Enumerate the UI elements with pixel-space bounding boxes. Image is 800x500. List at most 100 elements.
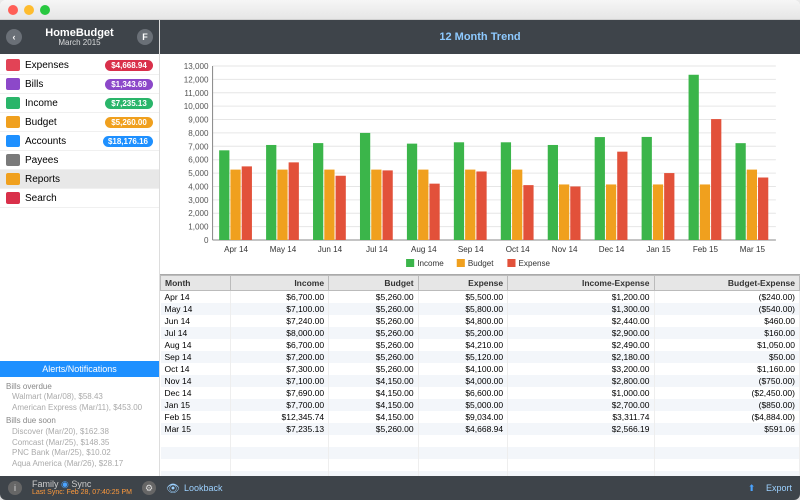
column-header[interactable]: Expense xyxy=(418,276,508,291)
alerts-header: Alerts/Notifications xyxy=(0,361,159,377)
table-row[interactable]: Aug 14$6,700.00$5,260.00$4,210.00$2,490.… xyxy=(161,339,800,351)
sidebar-item-budget[interactable]: Budget$5,260.00 xyxy=(0,113,159,132)
table-row[interactable]: Jun 14$7,240.00$5,260.00$4,800.00$2,440.… xyxy=(161,315,800,327)
sidebar-item-expenses[interactable]: Expenses$4,668.94 xyxy=(0,56,159,75)
svg-text:7,000: 7,000 xyxy=(188,142,209,151)
close-icon[interactable] xyxy=(8,5,18,15)
svg-text:Jun 14: Jun 14 xyxy=(318,245,343,254)
sidebar-item-label: Bills xyxy=(25,79,43,90)
sidebar-item-payees[interactable]: Payees xyxy=(0,151,159,170)
table-cell: ($850.00) xyxy=(654,399,799,411)
alert-group-label: Bills overdue xyxy=(6,382,153,393)
svg-text:Feb 15: Feb 15 xyxy=(693,245,719,254)
table-cell: $591.06 xyxy=(654,423,799,435)
table-cell: May 14 xyxy=(161,303,231,315)
table-cell: $2,440.00 xyxy=(508,315,654,327)
table-cell: $3,200.00 xyxy=(508,363,654,375)
alert-item: Comcast (Mar/25), $148.35 xyxy=(6,438,153,449)
column-header[interactable]: Budget xyxy=(329,276,419,291)
table-row[interactable]: Jan 15$7,700.00$4,150.00$5,000.00$2,700.… xyxy=(161,399,800,411)
table-cell: $6,700.00 xyxy=(230,339,329,351)
zoom-icon[interactable] xyxy=(40,5,50,15)
reports-icon xyxy=(6,173,20,185)
svg-text:6,000: 6,000 xyxy=(188,156,209,165)
table-cell: $5,800.00 xyxy=(418,303,508,315)
svg-text:1,000: 1,000 xyxy=(188,223,209,232)
table-row[interactable]: May 14$7,100.00$5,260.00$5,800.00$1,300.… xyxy=(161,303,800,315)
sidebar-item-search[interactable]: Search xyxy=(0,189,159,208)
table-cell: Aug 14 xyxy=(161,339,231,351)
table-cell: $2,900.00 xyxy=(508,327,654,339)
column-header[interactable]: Income xyxy=(230,276,329,291)
table-cell: $4,668.94 xyxy=(418,423,508,435)
table-row[interactable]: Apr 14$6,700.00$5,260.00$5,500.00$1,200.… xyxy=(161,291,800,304)
table-row[interactable]: Feb 15$12,345.74$4,150.00$9,034.00$3,311… xyxy=(161,411,800,423)
back-icon[interactable]: ‹ xyxy=(6,29,22,45)
sidebar-item-reports[interactable]: Reports xyxy=(0,170,159,189)
table-cell: $7,200.00 xyxy=(230,351,329,363)
income-icon xyxy=(6,97,20,109)
sidebar-item-accounts[interactable]: Accounts$18,176.16 xyxy=(0,132,159,151)
table-cell: $1,160.00 xyxy=(654,363,799,375)
column-header[interactable]: Budget-Expense xyxy=(654,276,799,291)
svg-text:0: 0 xyxy=(204,236,209,245)
table-cell: $5,260.00 xyxy=(329,351,419,363)
table-cell: $5,260.00 xyxy=(329,327,419,339)
column-header[interactable]: Income-Expense xyxy=(508,276,654,291)
table-cell: ($240.00) xyxy=(654,291,799,304)
table-cell: $50.00 xyxy=(654,351,799,363)
table-cell: $160.00 xyxy=(654,327,799,339)
info-icon[interactable]: i xyxy=(8,481,22,495)
table-row[interactable]: Jul 14$8,000.00$5,260.00$5,200.00$2,900.… xyxy=(161,327,800,339)
column-header[interactable]: Month xyxy=(161,276,231,291)
table-cell: $2,566.19 xyxy=(508,423,654,435)
table-cell: ($540.00) xyxy=(654,303,799,315)
svg-text:3,000: 3,000 xyxy=(188,196,209,205)
sidebar-badge: $5,260.00 xyxy=(105,117,153,128)
sidebar-item-income[interactable]: Income$7,235.13 xyxy=(0,94,159,113)
alert-item: PNC Bank (Mar/25), $10.02 xyxy=(6,448,153,459)
sidebar-header: ‹ HomeBudget March 2015 F xyxy=(0,20,159,54)
svg-text:May 14: May 14 xyxy=(270,245,297,254)
sidebar-badge: $4,668.94 xyxy=(105,60,153,71)
sync-status[interactable]: Family ◉ Sync Last Sync: Feb 28, 07:40:2… xyxy=(32,480,132,496)
table-cell: $2,490.00 xyxy=(508,339,654,351)
data-table: MonthIncomeBudgetExpenseIncome-ExpenseBu… xyxy=(160,274,800,476)
table-cell: $4,150.00 xyxy=(329,387,419,399)
family-label: Family xyxy=(32,479,59,489)
filter-icon[interactable]: F xyxy=(137,29,153,45)
svg-text:9,000: 9,000 xyxy=(188,116,209,125)
table-cell: $3,311.74 xyxy=(508,411,654,423)
svg-text:11,000: 11,000 xyxy=(184,89,209,98)
table-row[interactable]: Sep 14$7,200.00$5,260.00$5,120.00$2,180.… xyxy=(161,351,800,363)
alerts-panel: Alerts/Notifications Bills overdueWalmar… xyxy=(0,361,159,476)
table-cell: $5,200.00 xyxy=(418,327,508,339)
gear-icon[interactable]: ⚙ xyxy=(142,481,156,495)
table-cell: $1,300.00 xyxy=(508,303,654,315)
accounts-icon xyxy=(6,135,20,147)
table-cell: ($2,450.00) xyxy=(654,387,799,399)
alert-item: Discover (Mar/20), $162.38 xyxy=(6,427,153,438)
sidebar-item-label: Accounts xyxy=(25,136,66,147)
table-cell: $5,260.00 xyxy=(329,423,419,435)
table-cell: $8,000.00 xyxy=(230,327,329,339)
export-button[interactable]: ⬆ Export xyxy=(748,483,792,494)
app-subtitle: March 2015 xyxy=(45,39,113,48)
bills-icon xyxy=(6,78,20,90)
table-cell: $460.00 xyxy=(654,315,799,327)
svg-text:Nov 14: Nov 14 xyxy=(552,245,578,254)
table-cell: $1,200.00 xyxy=(508,291,654,304)
lookback-button[interactable]: 👁Lookback xyxy=(166,482,223,495)
minimize-icon[interactable] xyxy=(24,5,34,15)
table-row[interactable]: Oct 14$7,300.00$5,260.00$4,100.00$3,200.… xyxy=(161,363,800,375)
table-row[interactable]: Mar 15$7,235.13$5,260.00$4,668.94$2,566.… xyxy=(161,423,800,435)
alert-item: American Express (Mar/11), $453.00 xyxy=(6,403,153,414)
table-cell: $6,600.00 xyxy=(418,387,508,399)
app-title: HomeBudget xyxy=(45,27,113,39)
sidebar-item-bills[interactable]: Bills$1,343.69 xyxy=(0,75,159,94)
table-row[interactable]: Nov 14$7,100.00$4,150.00$4,000.00$2,800.… xyxy=(161,375,800,387)
sidebar-item-label: Income xyxy=(25,98,58,109)
alert-item: Aqua America (Mar/26), $28.17 xyxy=(6,459,153,470)
table-cell: Sep 14 xyxy=(161,351,231,363)
table-row[interactable]: Dec 14$7,690.00$4,150.00$6,600.00$1,000.… xyxy=(161,387,800,399)
